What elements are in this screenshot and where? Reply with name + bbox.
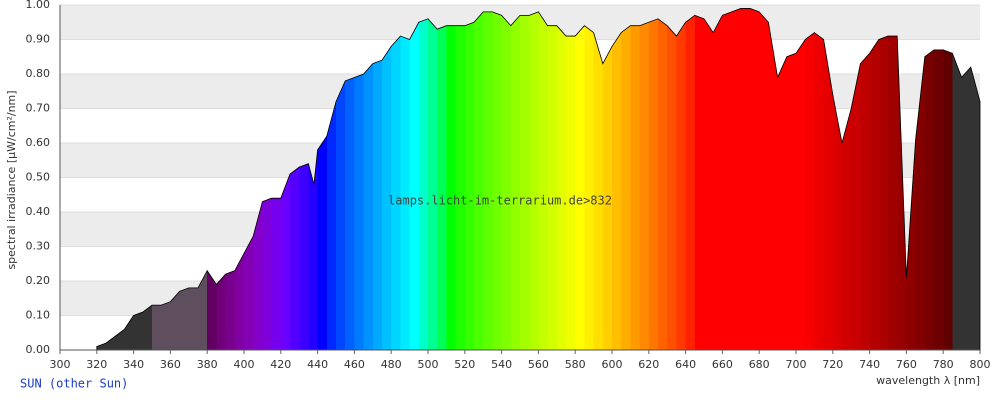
x-tick-label: 420 [270,358,291,371]
y-tick-label: 0.50 [26,171,51,184]
x-tick-label: 640 [675,358,696,371]
x-axis-label: wavelength λ [nm] [876,374,980,387]
y-tick-label: 0.70 [26,102,51,115]
x-tick-label: 320 [86,358,107,371]
x-tick-label: 780 [933,358,954,371]
y-tick-label: 0.60 [26,136,51,149]
x-tick-label: 540 [491,358,512,371]
x-tick-label: 800 [970,358,991,371]
x-tick-label: 620 [638,358,659,371]
x-tick-label: 520 [454,358,475,371]
y-tick-label: 0.30 [26,240,51,253]
x-tick-label: 460 [344,358,365,371]
y-tick-label: 0.00 [26,343,51,356]
x-tick-label: 300 [50,358,71,371]
x-tick-label: 480 [381,358,402,371]
x-tick-label: 400 [234,358,255,371]
x-tick-label: 680 [749,358,770,371]
x-tick-label: 660 [712,358,733,371]
x-tick-label: 700 [786,358,807,371]
x-tick-label: 720 [822,358,843,371]
x-tick-label: 760 [896,358,917,371]
x-tick-label: 600 [602,358,623,371]
y-tick-label: 0.20 [26,274,51,287]
x-tick-label: 560 [528,358,549,371]
x-tick-label: 740 [859,358,880,371]
y-tick-label: 0.40 [26,205,51,218]
watermark: lamps.licht-im-terrarium.de>832 [388,194,612,208]
y-tick-label: 0.90 [26,33,51,46]
y-tick-label: 0.80 [26,67,51,80]
x-tick-label: 580 [565,358,586,371]
y-tick-label: 0.10 [26,309,51,322]
x-tick-label: 500 [418,358,439,371]
x-tick-label: 440 [307,358,328,371]
x-tick-label: 380 [197,358,218,371]
caption: SUN (other Sun) [20,377,128,391]
spectrum-area [96,8,981,351]
x-tick-label: 360 [160,358,181,371]
y-axis-label: spectral irradiance [µW/cm²/nm] [5,90,18,269]
y-tick-label: 1.00 [26,0,51,11]
x-tick-label: 340 [123,358,144,371]
